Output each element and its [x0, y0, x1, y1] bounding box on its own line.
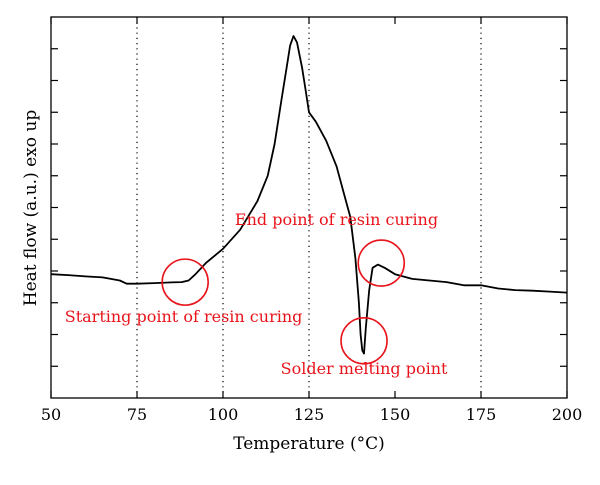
- annotation-layer: Starting point of resin curing Solder mel…: [65, 210, 448, 378]
- grid-layer: [136, 17, 482, 398]
- x-tick-label-175: 175: [466, 405, 497, 424]
- series-layer: [50, 35, 568, 355]
- annotation-circle-2: [357, 239, 406, 287]
- tick-layer: 50 75 100 125 150 175 200: [41, 17, 582, 424]
- annotation-circle-0: [161, 258, 209, 306]
- y-axis-label: Heat flow (a.u.) exo up: [21, 110, 41, 307]
- plot-frame: [50, 16, 568, 399]
- x-tick-label-50: 50: [41, 405, 61, 424]
- annotation-label-1: Solder melting point: [281, 359, 448, 378]
- x-tick-label-150: 150: [380, 405, 411, 424]
- series-line-0: [50, 35, 568, 355]
- x-tick-label-75: 75: [127, 405, 147, 424]
- annotation-label-0: Starting point of resin curing: [65, 307, 303, 326]
- x-axis-label: Temperature (°C): [233, 434, 385, 454]
- x-tick-label-100: 100: [208, 405, 239, 424]
- x-tick-label-125: 125: [294, 405, 325, 424]
- annotation-circle-1: [340, 317, 388, 365]
- x-tick-label-200: 200: [552, 405, 583, 424]
- annotation-label-2: End point of resin curing: [235, 210, 438, 229]
